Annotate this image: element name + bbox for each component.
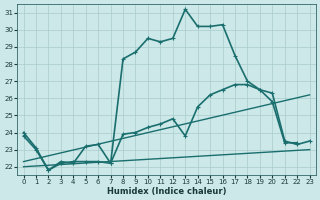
X-axis label: Humidex (Indice chaleur): Humidex (Indice chaleur) bbox=[107, 187, 226, 196]
